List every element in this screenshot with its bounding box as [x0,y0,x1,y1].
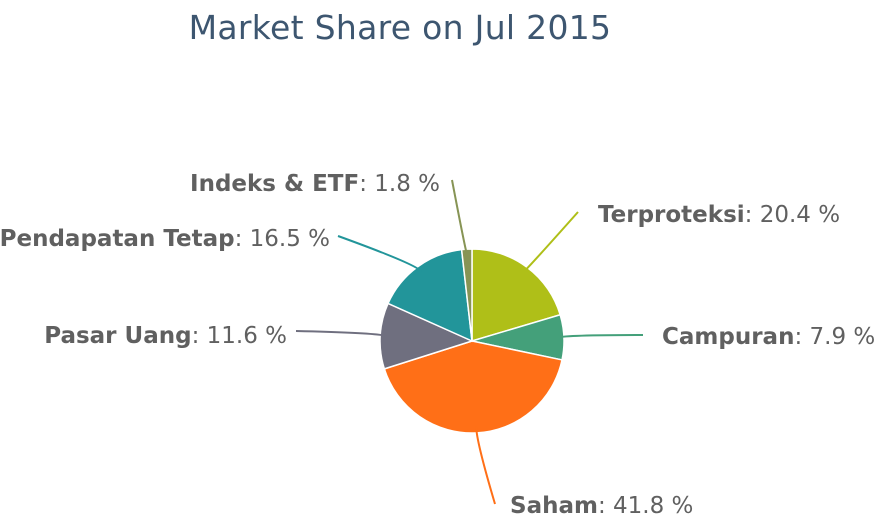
connector-terproteksi [522,211,579,273]
data-label-pasar-uang: Pasar Uang: 11.6 % [44,323,287,349]
chart-title: Market Share on Jul 2015 [188,8,612,47]
connector-saham [475,426,496,505]
connector-campuran [557,334,644,339]
connector-indeks-etf [451,179,469,256]
pie-slice-indeks-etf[interactable] [460,248,473,342]
connector-pendapatan-tetap [337,235,423,273]
data-label-terproteksi: Terproteksi: 20.4 % [598,202,840,228]
connector-pasar-uang [295,330,387,338]
data-label-campuran: Campuran: 7.9 % [662,324,875,350]
pie-slice-pendapatan-tetap[interactable] [387,248,473,343]
data-label-indeks-etf: Indeks & ETF: 1.8 % [190,171,440,197]
data-label-saham: Saham: 41.8 % [510,493,693,519]
data-label-pendapatan-tetap: Pendapatan Tetap: 16.5 % [0,226,330,252]
